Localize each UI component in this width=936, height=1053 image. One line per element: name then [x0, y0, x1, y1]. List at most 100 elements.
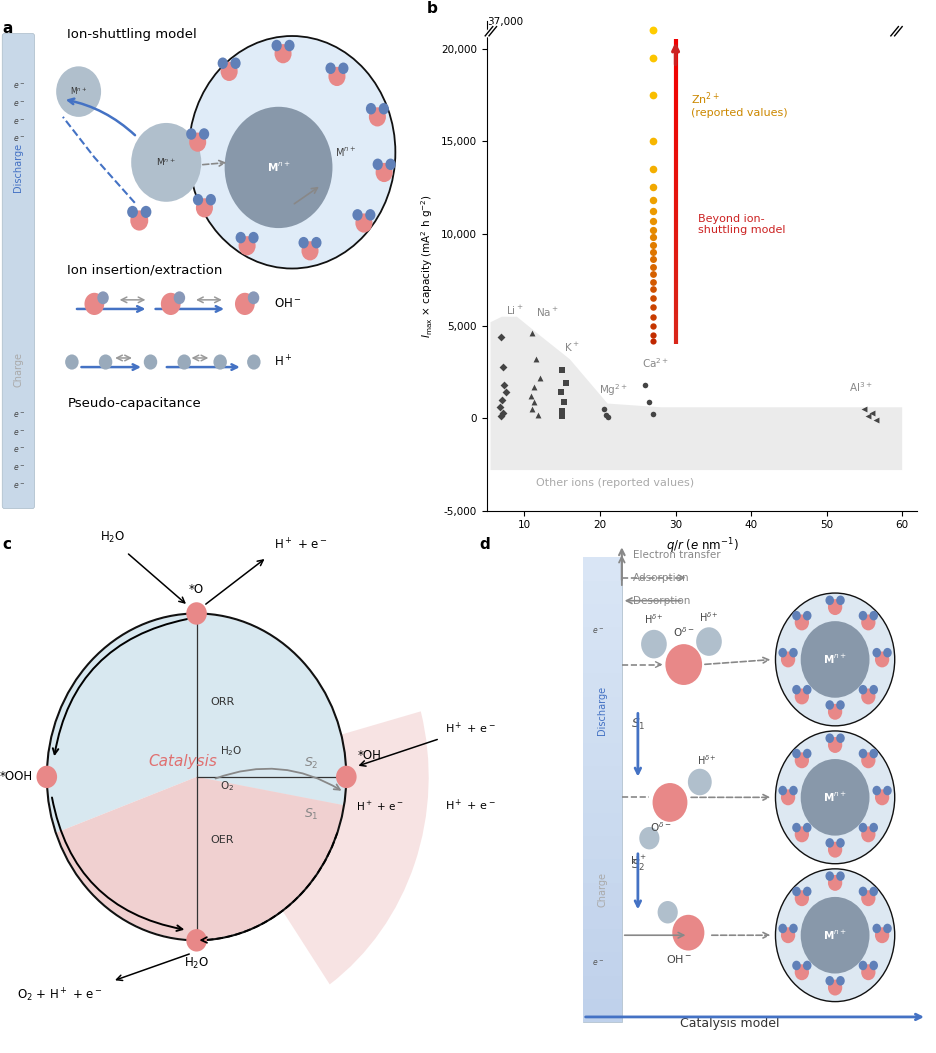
Text: Other ions (reported values): Other ions (reported values)	[536, 478, 695, 488]
Text: Li$^+$: Li$^+$	[505, 303, 523, 317]
FancyBboxPatch shape	[583, 999, 622, 1022]
Text: H$_2$O: H$_2$O	[184, 956, 209, 971]
FancyBboxPatch shape	[583, 836, 622, 859]
Circle shape	[828, 599, 842, 615]
Text: Electron transfer: Electron transfer	[634, 550, 721, 560]
Point	[869, 412, 884, 429]
Text: H$^{\delta+}$: H$^{\delta+}$	[696, 753, 717, 767]
Text: M$^{n+}$: M$^{n+}$	[335, 145, 357, 159]
Text: Adsorption: Adsorption	[634, 573, 690, 582]
Point	[646, 22, 661, 39]
Text: $S_1$: $S_1$	[304, 807, 319, 821]
Point	[646, 326, 661, 343]
Wedge shape	[57, 777, 344, 939]
Text: 37,000: 37,000	[487, 17, 523, 26]
Circle shape	[795, 965, 809, 980]
FancyBboxPatch shape	[583, 767, 622, 790]
Circle shape	[875, 928, 889, 943]
Point	[642, 393, 657, 410]
Circle shape	[301, 241, 318, 260]
Circle shape	[248, 232, 258, 243]
Text: O$_2$ + H$^+$ + e$^-$: O$_2$ + H$^+$ + e$^-$	[17, 987, 103, 1004]
FancyBboxPatch shape	[583, 697, 622, 720]
Circle shape	[189, 36, 395, 269]
Circle shape	[781, 928, 796, 943]
Text: $e^-$: $e^-$	[13, 411, 25, 420]
Circle shape	[379, 103, 389, 115]
Text: *OH: *OH	[358, 749, 382, 761]
Text: ORR: ORR	[211, 697, 235, 708]
Text: Charge: Charge	[597, 872, 607, 907]
FancyBboxPatch shape	[583, 557, 622, 580]
Text: Mg$^{2+}$: Mg$^{2+}$	[598, 382, 627, 398]
Circle shape	[178, 355, 191, 370]
Circle shape	[299, 237, 309, 249]
Circle shape	[803, 611, 812, 620]
Text: Al$^{3+}$: Al$^{3+}$	[849, 380, 872, 394]
Point	[494, 392, 509, 409]
Point	[495, 358, 510, 375]
X-axis label: $q/r$ ($e$ nm$^{-1}$): $q/r$ ($e$ nm$^{-1}$)	[665, 536, 739, 556]
Point	[646, 243, 661, 260]
Circle shape	[792, 822, 801, 832]
Point	[646, 299, 661, 316]
Circle shape	[688, 769, 711, 795]
Circle shape	[271, 40, 282, 52]
FancyBboxPatch shape	[583, 580, 622, 603]
Circle shape	[872, 648, 881, 657]
Circle shape	[144, 355, 157, 370]
Circle shape	[800, 897, 870, 974]
Point	[646, 318, 661, 335]
Text: M$^{n+}$: M$^{n+}$	[823, 791, 847, 803]
Circle shape	[872, 786, 881, 795]
Point	[531, 406, 546, 423]
Text: M$^{n+}$: M$^{n+}$	[156, 157, 176, 168]
Circle shape	[861, 615, 875, 631]
Text: M$^{n+}$: M$^{n+}$	[823, 653, 847, 665]
Text: OER: OER	[211, 835, 234, 846]
FancyBboxPatch shape	[583, 975, 622, 999]
Circle shape	[789, 648, 797, 657]
Text: $e^-$: $e^-$	[13, 463, 25, 473]
Text: $e^-$: $e^-$	[13, 428, 25, 438]
Text: K$^+$: K$^+$	[563, 340, 579, 354]
Circle shape	[329, 66, 345, 86]
Text: *O: *O	[189, 582, 204, 596]
Text: $e^-$: $e^-$	[13, 445, 25, 455]
Circle shape	[826, 838, 834, 848]
Circle shape	[826, 871, 834, 881]
Circle shape	[803, 749, 812, 758]
Circle shape	[186, 128, 197, 140]
Text: Discharge: Discharge	[597, 686, 607, 735]
Text: $e^-$: $e^-$	[13, 481, 25, 491]
Circle shape	[800, 621, 870, 698]
Circle shape	[352, 210, 362, 221]
Point	[532, 370, 547, 386]
Text: $S_2$: $S_2$	[631, 858, 645, 873]
Text: O$_2$: O$_2$	[220, 779, 234, 794]
FancyBboxPatch shape	[583, 929, 622, 952]
Circle shape	[826, 700, 834, 710]
Text: Ca$^{2+}$: Ca$^{2+}$	[641, 357, 668, 371]
Point	[646, 333, 661, 350]
Text: Beyond ion-
shuttling model: Beyond ion- shuttling model	[698, 214, 785, 235]
Circle shape	[369, 107, 386, 126]
Point	[555, 402, 570, 419]
Circle shape	[875, 652, 889, 668]
Circle shape	[792, 749, 801, 758]
Point	[646, 213, 661, 230]
Circle shape	[800, 759, 870, 836]
Text: Discharge: Discharge	[13, 143, 23, 192]
Circle shape	[861, 827, 875, 842]
Circle shape	[795, 890, 809, 907]
Circle shape	[213, 355, 227, 370]
Circle shape	[875, 790, 889, 806]
Circle shape	[870, 887, 878, 896]
Circle shape	[828, 979, 842, 995]
Point	[646, 258, 661, 275]
Circle shape	[248, 292, 259, 304]
Point	[527, 393, 542, 410]
Point	[646, 179, 661, 196]
Circle shape	[37, 766, 57, 788]
Point	[524, 325, 539, 342]
